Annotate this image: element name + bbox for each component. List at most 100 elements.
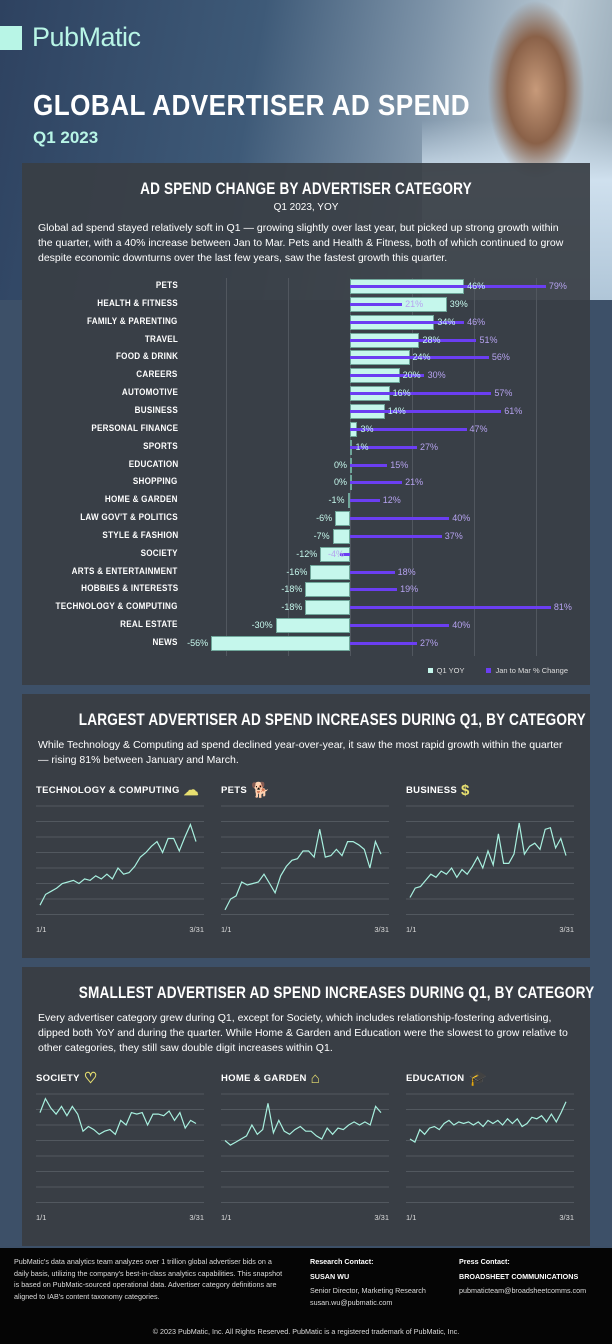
jan-mar-line (350, 624, 450, 628)
x-end-label: 3/31 (559, 925, 574, 934)
bar-row: BUSINESS 14% 61% (22, 403, 590, 421)
jan-mar-value-label: 19% (400, 584, 419, 595)
yoy-value-label: -18% (281, 602, 303, 613)
jan-mar-value-label: 27% (419, 441, 438, 452)
category-label: FOOD & DRINK (115, 351, 178, 363)
series-line (409, 1101, 567, 1143)
jan-mar-line (350, 285, 546, 288)
research-email-link[interactable]: susan.wu@pubmatic.com (310, 1297, 393, 1307)
jan-mar-value-label: 57% (494, 388, 513, 399)
yoy-value-label: -56% (187, 638, 209, 648)
jan-mar-value-label: 40% (452, 620, 471, 631)
category-label: EDUCATION (128, 458, 178, 470)
heart-hands-icon: ♡ (83, 1070, 98, 1087)
x-end-label: 3/31 (559, 1213, 574, 1222)
jan-mar-line (350, 356, 489, 360)
jan-mar-line (350, 588, 398, 592)
press-contact: Press Contact: BROADSHEET COMMUNICATIONS… (459, 1257, 587, 1295)
yoy-bar (275, 618, 350, 634)
series-line (39, 1097, 197, 1136)
yoy-value-label: 46% (467, 281, 486, 291)
bar-row: PERSONAL FINANCE 3% 47% (22, 421, 590, 439)
mini-line-chart: SOCIETY ♡ 1/1 3/31 (36, 1068, 214, 1222)
bar-row: TECHNOLOGY & COMPUTING -18% 81% (22, 599, 590, 617)
mini-chart-title: EDUCATION (406, 1072, 465, 1084)
jan-mar-line (350, 642, 417, 645)
mini-line-chart: EDUCATION 🎓 1/1 3/31 (406, 1068, 584, 1222)
jan-mar-value-label: 51% (479, 334, 498, 345)
money-hand-icon: $ (460, 781, 470, 799)
yoy-value-label: -6% (316, 513, 333, 524)
smallest-increases-panel: SMALLEST ADVERTISER AD SPEND INCREASES D… (22, 967, 595, 1246)
category-label: STYLE & FASHION (101, 529, 178, 541)
jan-mar-value-label: 46% (467, 316, 486, 327)
gridline (288, 278, 289, 656)
category-label: LAW GOV'T & POLITICS (80, 512, 178, 524)
category-label: REAL ESTATE (120, 619, 178, 631)
mini-chart-title: HOME & GARDEN (221, 1072, 307, 1084)
category-label: FAMILY & PARENTING (87, 315, 178, 327)
category-label: AUTOMOTIVE (121, 387, 178, 399)
section-heading: LARGEST ADVERTISER AD SPEND INCREASES DU… (78, 710, 586, 729)
jan-mar-line (350, 392, 492, 396)
x-start-label: 1/1 (221, 925, 232, 934)
category-label: SHOPPING (133, 476, 178, 488)
yoy-bar (305, 600, 350, 616)
category-label: NEWS (152, 637, 178, 648)
bar-row: LAW GOV'T & POLITICS -6% 40% (22, 510, 590, 528)
section-description: Global ad spend stayed relatively soft i… (38, 222, 564, 264)
jan-mar-value-label: 15% (390, 459, 409, 470)
yoy-bar (305, 582, 350, 598)
jan-mar-line (350, 534, 442, 538)
jan-mar-line (350, 427, 467, 431)
category-label: HOME & GARDEN (105, 494, 178, 506)
page-subtitle: Q1 2023 (33, 128, 99, 147)
yoy-bar (211, 636, 350, 651)
bar-row: FOOD & DRINK 24% 56% (22, 349, 590, 367)
yoy-value-label: 0% (333, 459, 347, 470)
jan-mar-line (350, 499, 380, 503)
yoy-bar (332, 528, 350, 544)
jan-mar-value-label: 79% (548, 281, 567, 291)
mini-chart-title: BUSINESS (406, 784, 457, 796)
jan-mar-value-label: 12% (382, 495, 401, 506)
mini-line-chart: BUSINESS $1/1 3/31 (406, 780, 584, 934)
category-label: TECHNOLOGY & COMPUTING (55, 601, 178, 613)
jan-mar-value-label: 18% (397, 566, 416, 577)
section-subheading: Q1 2023, YOY (273, 202, 339, 213)
yoy-bar (310, 564, 350, 580)
bar-row: HOBBIES & INTERESTS -18% 19% (22, 581, 590, 599)
jan-mar-value-label: 27% (419, 638, 438, 648)
page-title: GLOBAL ADVERTISER AD SPEND (33, 90, 471, 122)
line-plot (221, 1093, 389, 1203)
category-label: HEALTH & FITNESS (97, 297, 178, 309)
jan-mar-value-label: -4% (328, 548, 345, 559)
brand-name: PubMatic (32, 22, 141, 52)
yoy-value-label: 3% (360, 423, 374, 434)
yoy-value-label: 28% (422, 334, 441, 345)
dog-cat-icon: 🐕 (251, 782, 270, 799)
jan-mar-value-label: 47% (469, 423, 488, 434)
mini-line-chart: PETS 🐕 1/1 3/31 (221, 780, 399, 934)
press-email-link[interactable]: pubmaticteam@broadsheetcomms.com (459, 1286, 587, 1295)
footer-about: PubMatic's data analytics team analyzes … (14, 1257, 283, 1301)
yoy-value-label: -18% (281, 584, 303, 595)
jan-mar-line (350, 463, 388, 467)
yoy-value-label: 24% (412, 352, 431, 363)
bar-row: PETS 46% 79% (22, 278, 590, 296)
x-start-label: 1/1 (406, 925, 417, 934)
house-tree-icon: ⌂ (310, 1069, 321, 1087)
category-label: PERSONAL FINANCE (91, 422, 178, 434)
category-label: CAREERS (136, 369, 178, 381)
section-heading: SMALLEST ADVERTISER AD SPEND INCREASES D… (78, 983, 595, 1002)
gridline (536, 278, 537, 656)
gridline (412, 278, 413, 656)
yoy-value-label: -16% (286, 566, 308, 577)
jan-mar-line (350, 409, 502, 413)
yoy-value-label: 20% (402, 370, 421, 381)
jan-mar-value-label: 56% (491, 352, 510, 363)
bar-row: EDUCATION 0% 15% (22, 457, 590, 475)
yoy-value-label: -12% (296, 548, 318, 559)
category-label: TRAVEL (144, 333, 178, 345)
copyright: © 2023 PubMatic, Inc. All Rights Reserve… (152, 1327, 460, 1336)
